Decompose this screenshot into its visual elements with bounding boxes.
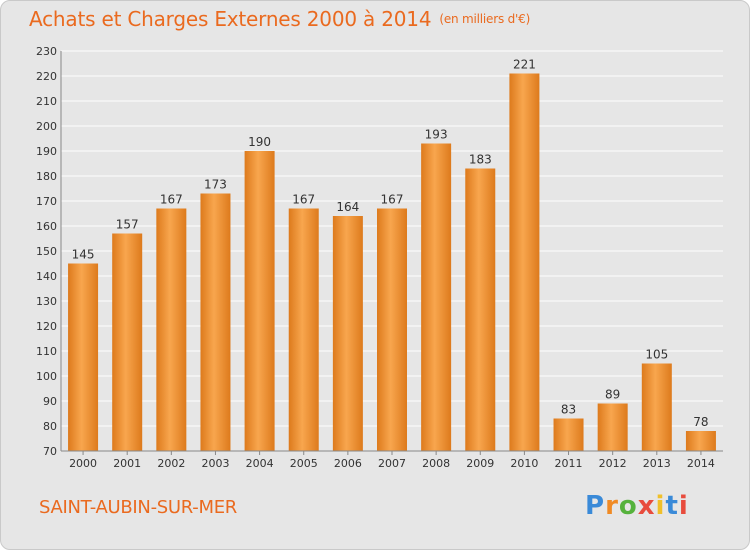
- y-tick-label: 160: [36, 220, 57, 233]
- x-tick-label-2007: 2007: [378, 457, 406, 470]
- x-tick-label-2002: 2002: [157, 457, 185, 470]
- chart-title: Achats et Charges Externes 2000 à 2014 (e…: [29, 7, 530, 31]
- y-tick-label: 70: [43, 445, 57, 458]
- y-tick-label: 180: [36, 170, 57, 183]
- axes: 7080901001101201301401501601701801902002…: [36, 45, 723, 470]
- y-tick-label: 100: [36, 370, 57, 383]
- bar-2008[interactable]: [421, 143, 452, 452]
- y-tick-label: 140: [36, 270, 57, 283]
- bars: 145 157 167 173 190 167 164 167 193 183 221 83 89 105…: [68, 58, 716, 452]
- bar-2007[interactable]: [377, 208, 407, 452]
- x-tick-label-2000: 2000: [69, 457, 97, 470]
- data-label-2004: 190: [248, 135, 271, 149]
- data-label-2011: 83: [561, 403, 576, 417]
- data-label-2010: 221: [513, 58, 536, 72]
- x-tick-label-2006: 2006: [334, 457, 362, 470]
- x-tick-label-2004: 2004: [246, 457, 274, 470]
- x-tick-label-2011: 2011: [555, 457, 583, 470]
- bar-2013[interactable]: [641, 363, 672, 452]
- y-tick-label: 220: [36, 70, 57, 83]
- proxiti-logo[interactable]: Proxiti: [585, 491, 689, 521]
- data-label-2005: 167: [292, 193, 315, 207]
- bar-2006[interactable]: [332, 216, 363, 451]
- logo-letter: P: [585, 491, 606, 521]
- x-tick-label-2005: 2005: [290, 457, 318, 470]
- x-tick-label-2010: 2010: [510, 457, 538, 470]
- bar-2005[interactable]: [288, 208, 319, 452]
- logo-letter: i: [655, 491, 666, 521]
- bar-2001[interactable]: [112, 233, 143, 452]
- x-tick-label-2001: 2001: [113, 457, 141, 470]
- y-tick-label: 210: [36, 95, 57, 108]
- data-label-2002: 167: [160, 193, 183, 207]
- x-tick-label-2013: 2013: [643, 457, 671, 470]
- data-label-2000: 145: [72, 248, 95, 262]
- bar-2000[interactable]: [68, 263, 99, 452]
- data-label-2013: 105: [645, 348, 668, 362]
- chart-title-text: Achats et Charges Externes 2000 à 2014: [29, 7, 432, 31]
- bar-2009[interactable]: [465, 168, 496, 452]
- logo-letter: x: [637, 491, 656, 521]
- city-name: SAINT-AUBIN-SUR-MER: [39, 497, 237, 518]
- x-tick-label-2009: 2009: [466, 457, 494, 470]
- data-label-2006: 164: [336, 200, 359, 214]
- data-label-2012: 89: [605, 388, 620, 402]
- logo-letter: o: [618, 491, 638, 521]
- y-tick-label: 120: [36, 320, 57, 333]
- data-label-2008: 193: [425, 128, 448, 142]
- x-tick-label-2008: 2008: [422, 457, 450, 470]
- data-label-2007: 167: [381, 193, 404, 207]
- logo-letter: i: [678, 491, 689, 521]
- y-tick-label: 150: [36, 245, 57, 258]
- data-label-2003: 173: [204, 178, 227, 192]
- y-tick-label: 90: [43, 395, 57, 408]
- bar-2003[interactable]: [200, 193, 231, 452]
- y-tick-label: 230: [36, 45, 57, 58]
- y-tick-label: 200: [36, 120, 57, 133]
- x-tick-label-2014: 2014: [687, 457, 715, 470]
- bar-2011[interactable]: [553, 418, 584, 452]
- bar-2004[interactable]: [244, 151, 275, 451]
- bar-2010[interactable]: [509, 73, 540, 452]
- bar-2014[interactable]: [685, 431, 716, 451]
- y-tick-label: 190: [36, 145, 57, 158]
- logo-letter: r: [605, 491, 619, 521]
- logo-letter: t: [665, 491, 679, 521]
- data-label-2001: 157: [116, 218, 139, 232]
- y-tick-label: 170: [36, 195, 57, 208]
- y-tick-label: 110: [36, 345, 57, 358]
- x-tick-label-2012: 2012: [599, 457, 627, 470]
- data-label-2014: 78: [693, 415, 708, 429]
- bar-2012[interactable]: [597, 403, 628, 452]
- data-label-2009: 183: [469, 153, 492, 167]
- chart-unit: (en milliers d'€): [439, 12, 531, 26]
- bar-2002[interactable]: [156, 208, 187, 452]
- y-tick-label: 80: [43, 420, 57, 433]
- x-tick-label-2003: 2003: [201, 457, 229, 470]
- y-tick-label: 130: [36, 295, 57, 308]
